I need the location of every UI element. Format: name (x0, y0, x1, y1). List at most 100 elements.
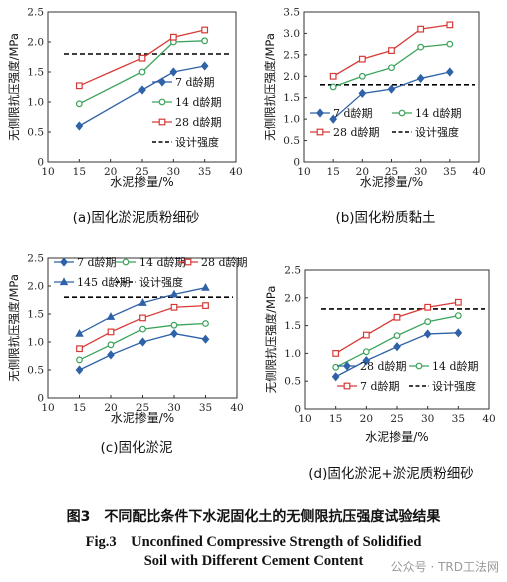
data-point-d7 (200, 61, 209, 71)
y-tick-label: 0 (293, 157, 300, 169)
x-tick-label: 25 (390, 413, 403, 425)
legend-label: 28 d龄期 (360, 359, 407, 373)
data-point-d7 (362, 356, 371, 366)
legend-label: 28 d龄期 (201, 255, 248, 269)
y-axis-label: 无侧限抗压强度/MPa (264, 286, 278, 394)
figure-caption-cn: 图3 不同配比条件下水泥固化土的无侧限抗压强度试验结果 (66, 509, 441, 525)
x-tick-label: 30 (421, 413, 434, 425)
x-tick-label: 10 (297, 166, 310, 178)
data-point-d14 (424, 318, 432, 326)
data-point-d28 (138, 54, 146, 62)
x-tick-label: 20 (356, 166, 369, 178)
x-tick-label: 25 (135, 166, 148, 178)
figure-caption-en-line1: Fig.3 Unconfined Compressive Strength of… (85, 534, 422, 550)
data-point-d7 (329, 114, 338, 124)
data-point-d28 (446, 21, 454, 29)
chart-panel-3: 10 15 20 25 30 35 40 0 0.5 1.0 1.5 2.0 2.5 水泥掺量/% 无侧限抗… (7, 253, 248, 457)
y-tick-label: 1.0 (283, 114, 300, 126)
data-point-d7 (107, 350, 115, 360)
data-point-d7 (393, 342, 401, 352)
data-point-d14 (362, 348, 370, 356)
legend-swatch-marker (59, 277, 69, 286)
x-tick-label: 10 (41, 402, 54, 414)
x-tick-label: 10 (298, 413, 311, 425)
data-point-d14 (138, 68, 146, 76)
y-tick-label: 2.5 (27, 253, 44, 265)
data-point-d28 (75, 82, 83, 90)
legend-swatch-marker (122, 258, 130, 266)
legend-label: 14 d龄期 (175, 95, 222, 109)
x-tick-label: 15 (73, 402, 86, 414)
data-point-d145 (169, 289, 179, 298)
data-point-d7 (416, 73, 425, 84)
data-point-d7 (75, 365, 84, 375)
data-point-d28 (202, 302, 209, 309)
data-point-d14 (358, 72, 366, 80)
y-tick-label: 0.5 (27, 127, 44, 139)
data-point-d7 (331, 372, 340, 382)
y-tick-label: 1.5 (27, 67, 44, 79)
data-point-d14 (332, 363, 340, 371)
legend-label: 设计强度 (432, 379, 476, 393)
x-tick-label: 10 (41, 166, 54, 178)
y-tick-label: 2.0 (27, 281, 44, 293)
y-tick-label: 1.5 (284, 320, 301, 332)
legend-swatch-marker (316, 108, 324, 118)
x-tick-label: 30 (167, 402, 180, 414)
data-point-d7 (387, 84, 396, 94)
data-point-d28 (393, 313, 401, 321)
data-point-d28 (139, 314, 146, 322)
x-tick-label: 30 (414, 166, 427, 178)
data-point-d14 (201, 37, 209, 45)
y-tick-label: 3.0 (283, 28, 300, 40)
data-point-d28 (201, 26, 209, 34)
x-tick-label: 35 (199, 402, 212, 414)
data-point-d7 (201, 334, 210, 344)
legend-label: 145 d龄期 (77, 275, 131, 289)
series-line-d28 (79, 29, 205, 87)
data-point-d14 (417, 43, 425, 51)
y-tick-label: 3.5 (283, 7, 300, 19)
x-tick-label: 35 (452, 413, 465, 425)
x-tick-label: 15 (73, 166, 86, 178)
data-point-d28 (424, 303, 432, 311)
y-tick-label: 1.5 (27, 309, 44, 321)
data-point-d7 (75, 121, 84, 131)
data-point-d28 (358, 55, 366, 63)
y-tick-label: 2.0 (283, 71, 300, 83)
data-point-d14 (170, 321, 178, 329)
watermark: 公众号 · TRD工法网 (390, 560, 499, 574)
data-point-d7 (170, 329, 178, 339)
y-axis-label: 无侧限抗压强度/MPa (263, 33, 277, 141)
chart-panel-4: 10 15 20 25 30 35 40 0 0.5 1.0 1.5 2.0 2.5 水泥掺量/% 无侧限抗… (264, 265, 496, 483)
legend-label: 7 d龄期 (175, 75, 215, 89)
data-point-d28 (388, 47, 395, 54)
y-tick-label: 0.5 (27, 365, 44, 377)
series-line-d14 (79, 40, 205, 105)
data-point-d28 (107, 328, 115, 336)
legend-label: 14 d龄期 (432, 359, 479, 373)
legend-label: 设计强度 (139, 275, 183, 289)
data-point-d28 (76, 345, 83, 353)
data-point-d14 (388, 64, 395, 72)
data-point-d14 (454, 312, 462, 319)
data-point-d145 (75, 328, 84, 337)
legend-label: 7 d龄期 (77, 255, 117, 269)
y-tick-label: 0 (294, 404, 301, 416)
x-tick-label: 35 (443, 166, 456, 178)
data-point-d14 (393, 332, 401, 340)
data-point-d7 (138, 337, 147, 347)
data-point-d14 (329, 83, 337, 91)
x-tick-label: 40 (472, 166, 485, 178)
legend-swatch-marker (343, 382, 351, 390)
data-point-d7 (445, 67, 454, 77)
y-tick-label: 0 (37, 157, 44, 169)
x-tick-label: 25 (136, 402, 149, 414)
data-point-d7 (358, 88, 367, 99)
data-point-d14 (76, 356, 83, 364)
legend-label: 14 d龄期 (415, 106, 462, 120)
legend-label: 设计强度 (175, 135, 219, 149)
data-point-d14 (202, 320, 209, 327)
y-tick-label: 1.5 (283, 92, 300, 104)
data-point-d145 (201, 283, 210, 291)
